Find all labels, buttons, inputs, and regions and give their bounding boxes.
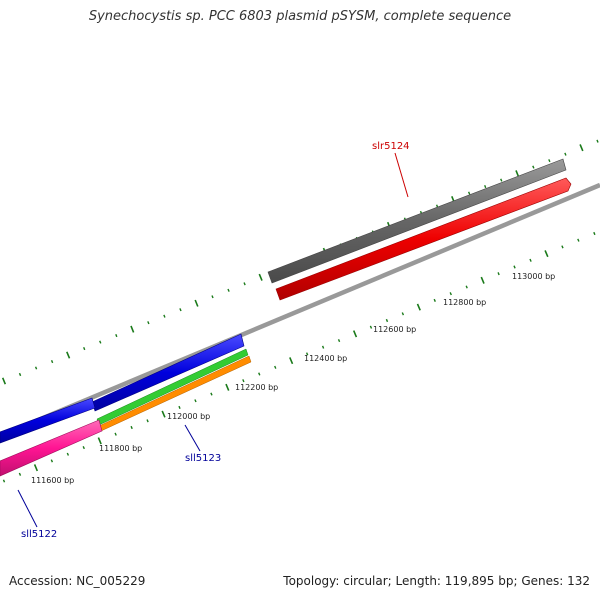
minor-tick: [210, 392, 213, 396]
feature-track-lower: [0, 348, 252, 477]
major-tick: [289, 357, 294, 365]
minor-tick: [242, 379, 245, 383]
minor-tick: [449, 292, 452, 296]
minor-tick: [465, 285, 468, 289]
minor-tick: [66, 452, 70, 456]
tick-label: 113000 bp: [512, 272, 555, 281]
minor-tick: [34, 366, 38, 370]
minor-tick: [532, 165, 535, 169]
minor-tick: [2, 479, 6, 483]
minor-tick: [99, 340, 102, 344]
major-tick: [480, 276, 485, 284]
minor-tick: [577, 238, 580, 242]
major-tick: [33, 464, 39, 472]
minor-tick: [82, 446, 85, 450]
gene-arrow-pink[interactable]: [0, 419, 103, 477]
minor-tick: [18, 472, 22, 476]
plasmid-backbone: [0, 182, 600, 439]
topology-summary: Topology: circular; Length: 119,895 bp; …: [283, 574, 590, 588]
major-tick: [1, 377, 7, 385]
axis-tick-labels: 111600 bp 111800 bp 112000 bp 112200 bp …: [31, 272, 555, 485]
minor-tick: [194, 399, 197, 403]
minor-tick: [369, 325, 373, 329]
minor-tick: [178, 405, 181, 409]
minor-tick: [561, 245, 564, 249]
minor-tick: [243, 282, 246, 286]
minor-tick: [227, 288, 230, 292]
minor-tick: [305, 352, 309, 356]
minor-tick: [18, 372, 22, 377]
minor-tick: [564, 152, 567, 156]
minor-tick: [596, 139, 599, 143]
minor-tick: [467, 191, 471, 195]
tick-label: 112400 bp: [304, 354, 347, 363]
major-tick: [66, 351, 71, 359]
map-title: Synechocystis sp. PCC 6803 plasmid pSYSM…: [88, 9, 512, 24]
gene-label-slr5124[interactable]: slr5124: [372, 141, 410, 152]
minor-tick: [385, 318, 389, 323]
minor-tick: [321, 345, 325, 349]
gene-arrow-blue-left[interactable]: [0, 397, 96, 444]
major-tick: [515, 170, 520, 178]
minor-tick: [497, 272, 500, 276]
minor-tick: [83, 347, 86, 351]
major-tick: [352, 330, 358, 338]
minor-tick: [50, 360, 54, 364]
minor-tick: [147, 321, 150, 325]
tick-label: 111800 bp: [99, 444, 142, 453]
minor-tick: [50, 459, 54, 463]
minor-tick: [179, 308, 182, 312]
tick-label: 112000 bp: [167, 412, 210, 421]
major-tick: [258, 273, 263, 281]
minor-tick: [258, 372, 261, 376]
minor-tick: [513, 265, 516, 269]
leader-line-sll5123: [184, 424, 201, 452]
major-tick: [225, 383, 230, 391]
minor-tick: [529, 258, 532, 262]
major-tick: [416, 303, 421, 311]
tick-label: 112600 bp: [373, 325, 416, 334]
gene-arrow-gray[interactable]: [267, 158, 567, 284]
major-tick: [161, 410, 166, 418]
minor-tick: [274, 365, 277, 369]
accession-label: Accession: NC_005229: [9, 574, 146, 588]
feature-track-upper: [0, 158, 572, 444]
minor-tick: [115, 334, 118, 338]
major-tick: [544, 250, 549, 258]
gene-label-sll5123[interactable]: sll5123: [185, 453, 221, 464]
major-tick: [579, 144, 584, 152]
gene-arrow-slr5124[interactable]: [275, 177, 572, 301]
minor-tick: [337, 339, 341, 343]
minor-tick: [211, 295, 214, 299]
tick-label: 111600 bp: [31, 476, 74, 485]
leader-line-sll5122: [17, 489, 38, 528]
minor-tick: [130, 425, 133, 430]
leader-line-slr5124: [394, 152, 409, 198]
major-tick: [194, 299, 199, 307]
minor-tick: [146, 419, 149, 423]
tick-label: 112200 bp: [235, 383, 278, 392]
major-tick: [97, 437, 102, 445]
minor-tick: [433, 298, 436, 302]
tick-row-lower: [2, 231, 596, 483]
minor-tick: [114, 432, 117, 436]
tick-label: 112800 bp: [443, 298, 486, 307]
minor-tick: [500, 178, 503, 182]
major-tick: [130, 325, 135, 333]
minor-tick: [484, 185, 487, 189]
minor-tick: [548, 159, 551, 163]
minor-tick: [593, 231, 596, 236]
gene-label-sll5122[interactable]: sll5122: [21, 529, 57, 540]
minor-tick: [163, 314, 166, 318]
minor-tick: [401, 312, 405, 316]
